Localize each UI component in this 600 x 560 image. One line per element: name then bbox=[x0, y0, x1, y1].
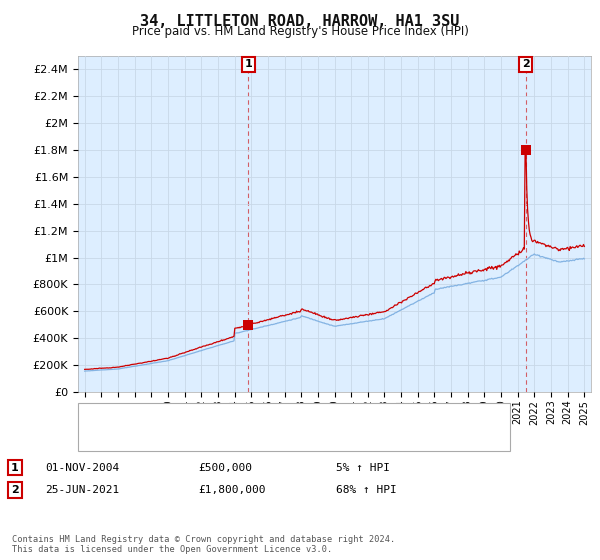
Text: 1: 1 bbox=[245, 59, 252, 69]
Text: HPI: Average price, detached house, Brent: HPI: Average price, detached house, Bren… bbox=[117, 434, 338, 444]
Text: £500,000: £500,000 bbox=[198, 463, 252, 473]
Text: £1,800,000: £1,800,000 bbox=[198, 485, 265, 495]
Text: 5% ↑ HPI: 5% ↑ HPI bbox=[336, 463, 390, 473]
Text: 2: 2 bbox=[11, 485, 19, 495]
Text: 34, LITTLETON ROAD, HARROW, HA1 3SU: 34, LITTLETON ROAD, HARROW, HA1 3SU bbox=[140, 14, 460, 29]
Text: 34, LITTLETON ROAD, HARROW, HA1 3SU (detached house): 34, LITTLETON ROAD, HARROW, HA1 3SU (det… bbox=[117, 412, 427, 422]
Text: 25-JUN-2021: 25-JUN-2021 bbox=[45, 485, 119, 495]
Text: 68% ↑ HPI: 68% ↑ HPI bbox=[336, 485, 397, 495]
Text: Price paid vs. HM Land Registry's House Price Index (HPI): Price paid vs. HM Land Registry's House … bbox=[131, 25, 469, 38]
Text: ——: —— bbox=[84, 409, 101, 423]
Text: 01-NOV-2004: 01-NOV-2004 bbox=[45, 463, 119, 473]
Text: ——: —— bbox=[84, 432, 101, 446]
Text: 2: 2 bbox=[522, 59, 530, 69]
Text: Contains HM Land Registry data © Crown copyright and database right 2024.
This d: Contains HM Land Registry data © Crown c… bbox=[12, 535, 395, 554]
Text: 1: 1 bbox=[11, 463, 19, 473]
